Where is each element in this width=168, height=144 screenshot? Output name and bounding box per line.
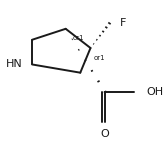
Text: or1: or1: [93, 55, 105, 61]
Text: or1: or1: [73, 35, 85, 41]
Text: OH: OH: [146, 87, 163, 97]
Text: O: O: [101, 129, 110, 139]
Text: HN: HN: [6, 59, 23, 69]
Text: F: F: [120, 18, 126, 28]
